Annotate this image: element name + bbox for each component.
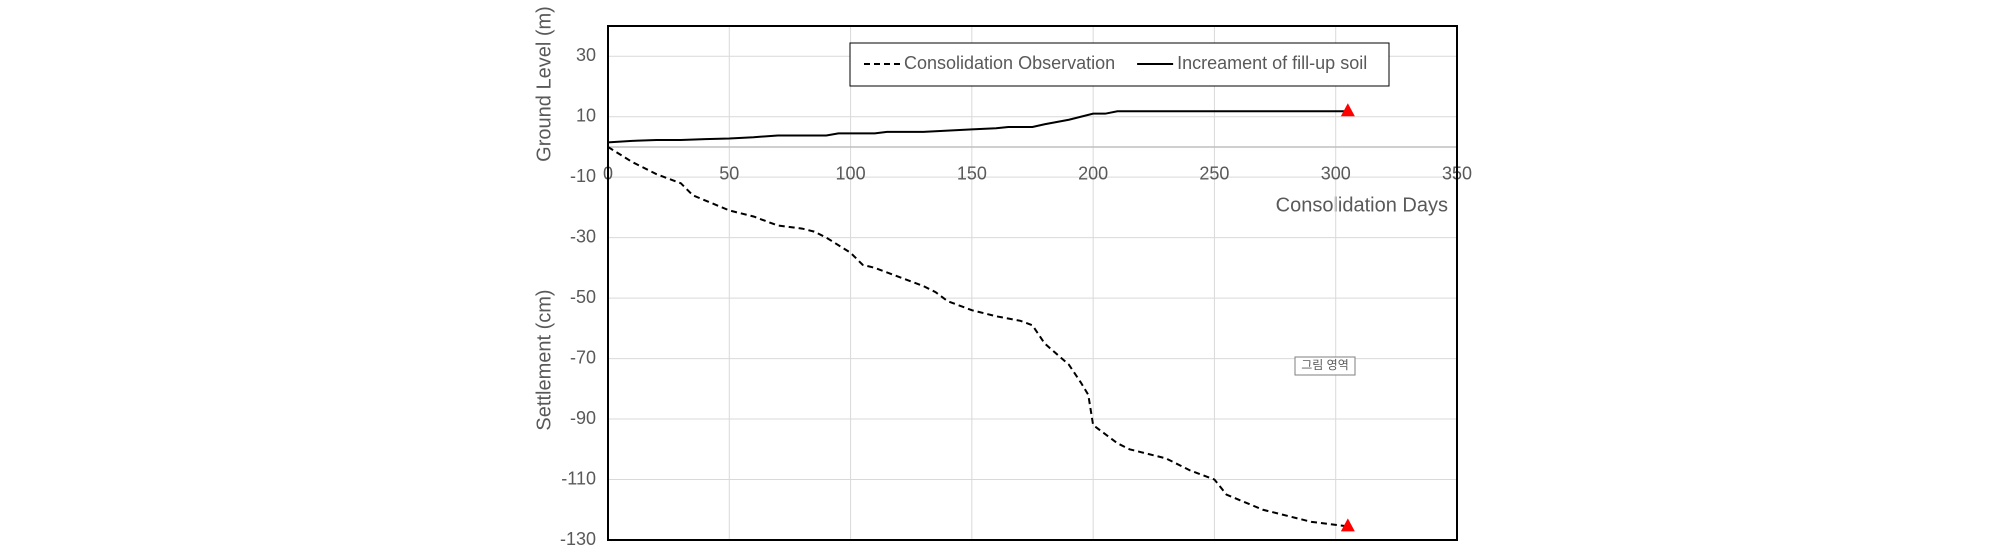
legend-label: Consolidation Observation — [904, 53, 1115, 73]
y-tick-label: -130 — [560, 529, 596, 549]
x-tick-label: 200 — [1078, 164, 1108, 184]
plot-border — [607, 25, 1458, 541]
x-tick-label: 150 — [957, 164, 987, 184]
y-tick-label: -30 — [570, 226, 596, 246]
y-tick-label: -70 — [570, 347, 596, 367]
y-tick-label: -110 — [561, 468, 596, 488]
end-marker — [1340, 518, 1355, 532]
y-tick-label: 10 — [576, 105, 596, 125]
end-marker — [1340, 103, 1355, 117]
y-axis-title-lower: Settlement (cm) — [533, 289, 555, 430]
y-axis-title-upper: Ground Level (m) — [533, 6, 555, 162]
y-tick-label: -10 — [570, 166, 596, 186]
legend-box — [849, 42, 1390, 87]
annotation: 그림 영역 — [1301, 358, 1349, 372]
series-line — [607, 146, 1348, 528]
x-tick-label: 250 — [1199, 164, 1229, 184]
annotation-box — [1294, 356, 1356, 376]
x-tick-label: 100 — [836, 164, 866, 184]
y-tick-label: 30 — [576, 45, 596, 65]
x-tick-label: 50 — [719, 164, 739, 184]
y-tick-label: -50 — [570, 287, 596, 307]
legend-label: Increament of fill-up soil — [1177, 53, 1367, 73]
series-line — [607, 110, 1348, 144]
x-tick-label: 300 — [1321, 164, 1351, 184]
x-axis-title: Consolidation Days — [1276, 194, 1448, 216]
y-tick-label: -90 — [570, 408, 596, 428]
